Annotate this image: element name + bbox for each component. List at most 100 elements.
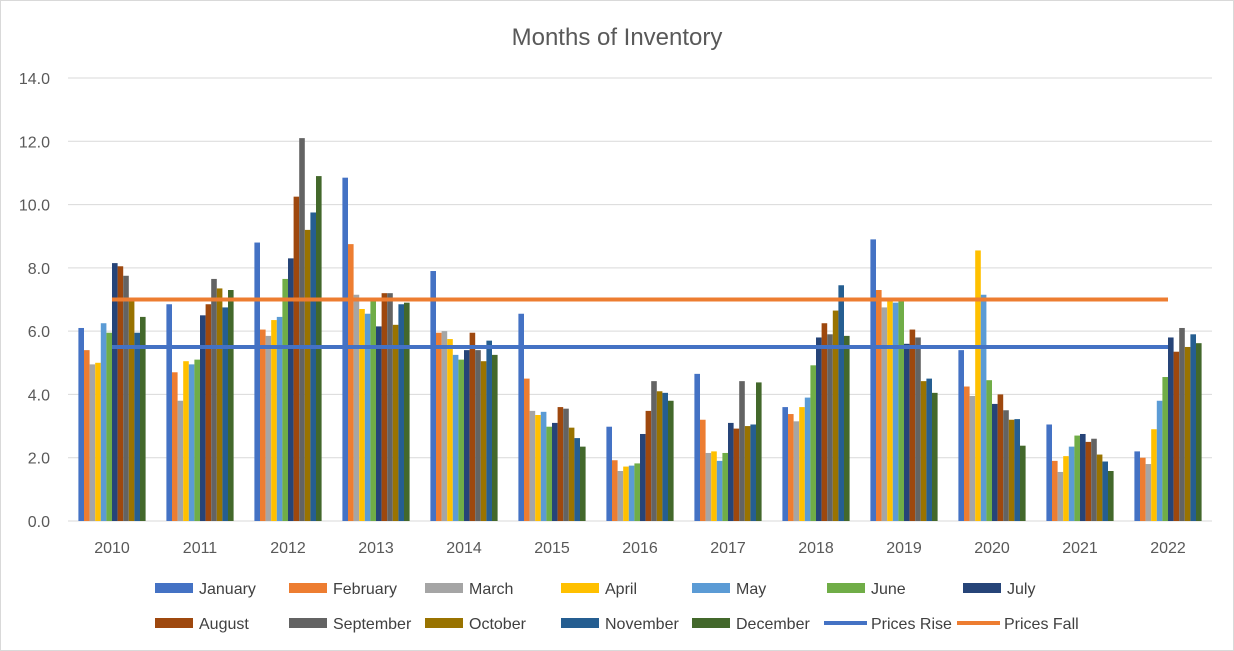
legend-swatch <box>425 618 463 628</box>
bar-april-2019 <box>887 299 893 521</box>
bar-october-2014 <box>480 361 487 521</box>
bar-march-2022 <box>1145 464 1152 521</box>
bar-november-2016 <box>662 392 668 521</box>
legend-swatch <box>425 583 463 593</box>
bar-may-2018 <box>804 397 811 521</box>
bar-october-2013 <box>392 324 399 521</box>
x-tick-label: 2020 <box>974 540 1010 557</box>
legend-label: March <box>469 581 513 598</box>
x-tick-label: 2018 <box>798 540 834 557</box>
bar-july-2021 <box>1080 433 1086 521</box>
bar-september-2014 <box>475 350 481 521</box>
bar-november-2017 <box>750 424 756 521</box>
bar-april-2020 <box>975 250 981 522</box>
bar-december-2016 <box>668 400 674 521</box>
legend: January February March April May June July Augu… <box>155 581 1079 633</box>
bar-may-2017 <box>716 460 723 521</box>
bar-december-2021 <box>1108 471 1114 521</box>
legend-label: January <box>199 581 256 598</box>
bar-march-2019 <box>881 307 888 521</box>
bar-december-2018 <box>844 335 850 521</box>
bar-april-2018 <box>799 407 805 521</box>
bar-august-2022 <box>1173 351 1180 521</box>
bar-november-2012 <box>310 212 316 521</box>
bar-october-2021 <box>1096 454 1103 521</box>
bar-october-2017 <box>744 426 751 521</box>
bar-october-2011 <box>216 288 223 521</box>
bar-july-2015 <box>552 422 558 521</box>
x-tick-label: 2012 <box>270 540 306 557</box>
bar-may-2021 <box>1068 446 1075 521</box>
bar-august-2011 <box>205 304 212 521</box>
bar-september-2022 <box>1179 327 1185 521</box>
bar-august-2012 <box>293 196 300 522</box>
bar-august-2019 <box>909 329 916 521</box>
legend-item-may: May <box>692 581 766 598</box>
bar-february-2017 <box>700 419 706 521</box>
bar-january-2019 <box>870 239 876 521</box>
legend-swatch <box>827 583 865 593</box>
bar-june-2011 <box>194 359 200 521</box>
bar-may-2015 <box>540 411 547 521</box>
bar-january-2013 <box>342 177 348 522</box>
legend-label: Prices Fall <box>1004 616 1079 633</box>
legend-swatch <box>155 618 193 628</box>
y-tick-label: 10.0 <box>19 198 50 215</box>
x-tick-label: 2015 <box>534 540 570 557</box>
bar-march-2014 <box>441 331 448 521</box>
bar-september-2010 <box>123 275 129 521</box>
bar-december-2011 <box>228 290 234 521</box>
bar-july-2018 <box>816 337 822 521</box>
bar-april-2017 <box>711 451 717 521</box>
y-tick-label: 2.0 <box>28 451 50 468</box>
bar-july-2019 <box>904 343 910 521</box>
bar-july-2012 <box>288 258 294 521</box>
bar-october-2020 <box>1008 419 1015 521</box>
bar-january-2011 <box>166 304 172 521</box>
bar-march-2018 <box>793 421 800 521</box>
bar-october-2022 <box>1184 346 1191 521</box>
bar-november-2014 <box>486 340 492 521</box>
bar-march-2012 <box>265 335 272 521</box>
x-tick-label: 2014 <box>446 540 482 557</box>
bar-may-2010 <box>100 323 107 521</box>
bar-september-2013 <box>387 293 393 521</box>
bar-may-2020 <box>980 294 987 521</box>
bar-september-2016 <box>651 381 657 521</box>
bar-march-2021 <box>1057 471 1064 521</box>
legend-item-prices-rise: Prices Rise <box>824 616 952 633</box>
legend-item-prices-fall: Prices Fall <box>957 616 1079 633</box>
bar-march-2011 <box>177 400 184 521</box>
legend-swatch <box>289 583 327 593</box>
bar-august-2015 <box>557 407 564 521</box>
bar-february-2019 <box>876 290 882 521</box>
bar-june-2019 <box>898 301 904 521</box>
y-tick-label: 6.0 <box>28 324 50 341</box>
bar-june-2016 <box>634 463 640 521</box>
bar-february-2020 <box>964 386 970 521</box>
legend-item-july: July <box>963 581 1035 598</box>
legend-label: April <box>605 581 637 598</box>
legend-swatch <box>155 583 193 593</box>
bars <box>78 138 1202 522</box>
bar-february-2010 <box>84 350 90 521</box>
bar-june-2013 <box>370 301 376 521</box>
legend-label: December <box>736 616 810 633</box>
bar-october-2018 <box>832 310 839 521</box>
bar-august-2014 <box>469 332 476 521</box>
legend-item-december: December <box>692 616 810 633</box>
bar-august-2018 <box>821 323 828 521</box>
bar-january-2015 <box>518 313 524 521</box>
bar-october-2019 <box>920 381 927 521</box>
bar-march-2015 <box>529 410 536 521</box>
y-tick-label: 8.0 <box>28 261 50 278</box>
bar-september-2011 <box>211 278 217 521</box>
bar-june-2020 <box>986 380 992 521</box>
legend-label: July <box>1007 581 1035 598</box>
bar-february-2021 <box>1052 460 1058 521</box>
bar-july-2014 <box>464 350 470 521</box>
bar-january-2016 <box>606 426 612 521</box>
bar-march-2013 <box>353 294 360 521</box>
y-tick-label: 0.0 <box>28 514 50 531</box>
